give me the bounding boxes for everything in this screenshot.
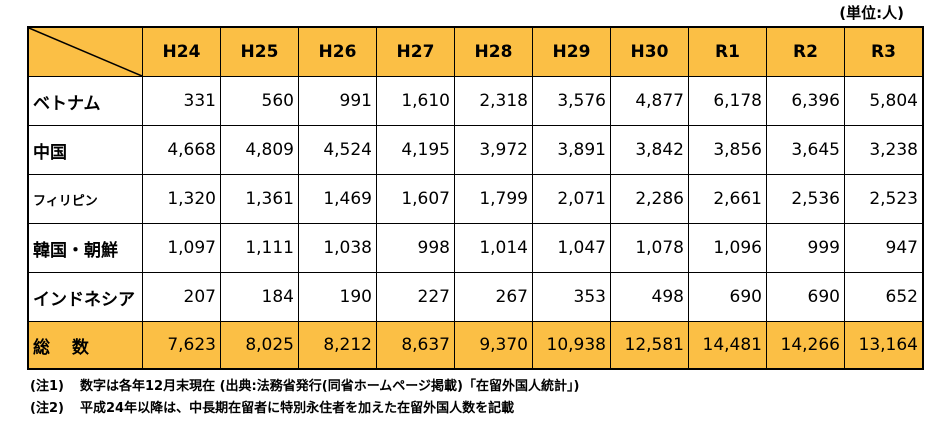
table-cell: 1,111 <box>220 223 299 273</box>
table-cell: 1,799 <box>454 174 533 224</box>
table-cell: 6,396 <box>766 76 845 126</box>
table-cell: 690 <box>766 272 845 322</box>
year-header: R1 <box>688 26 767 77</box>
table-cell: 2,071 <box>532 174 611 224</box>
total-cell: 8,025 <box>220 321 299 370</box>
table-cell: 4,195 <box>376 125 455 175</box>
table-row: 韓国・朝鮮 1,097 1,111 1,038 998 1,014 1,047 … <box>27 223 924 273</box>
table-cell: 3,842 <box>610 125 689 175</box>
table-row: インドネシア 207 184 190 227 267 353 498 690 6… <box>27 272 924 322</box>
foreign-residents-table: H24 H25 H26 H27 H28 H29 H30 R1 R2 R3 ベトナ… <box>27 26 924 370</box>
table-cell: 1,047 <box>532 223 611 273</box>
header-row: H24 H25 H26 H27 H28 H29 H30 R1 R2 R3 <box>27 26 924 77</box>
year-header: H29 <box>532 26 611 77</box>
year-header: H28 <box>454 26 533 77</box>
total-row: 総 数 7,623 8,025 8,212 8,637 9,370 10,938… <box>27 321 924 370</box>
year-header: H30 <box>610 26 689 77</box>
footnote: (注2) 平成24年以降は、中長期在留者に特別永住者を加えた在留外国人数を記載 <box>30 398 579 420</box>
table-cell: 947 <box>844 223 924 273</box>
total-cell: 10,938 <box>532 321 611 370</box>
table-cell: 3,576 <box>532 76 611 126</box>
unit-label: (単位:人) <box>839 4 904 22</box>
total-cell: 7,623 <box>142 321 221 370</box>
total-label: 総 数 <box>27 321 143 370</box>
table-cell: 560 <box>220 76 299 126</box>
table-cell: 999 <box>766 223 845 273</box>
table-cell: 991 <box>298 76 377 126</box>
table-cell: 1,469 <box>298 174 377 224</box>
table-cell: 267 <box>454 272 533 322</box>
table-cell: 6,178 <box>688 76 767 126</box>
footnotes: (注1) 数字は各年12月末現在 (出典:法務省発行(同省ホームページ掲載)「在… <box>30 376 579 420</box>
total-cell: 14,266 <box>766 321 845 370</box>
row-label: ベトナム <box>27 76 143 126</box>
year-header: R2 <box>766 26 845 77</box>
table-cell: 1,610 <box>376 76 455 126</box>
table-cell: 1,607 <box>376 174 455 224</box>
table-cell: 1,078 <box>610 223 689 273</box>
footnote: (注1) 数字は各年12月末現在 (出典:法務省発行(同省ホームページ掲載)「在… <box>30 376 579 398</box>
total-cell: 8,637 <box>376 321 455 370</box>
table-cell: 184 <box>220 272 299 322</box>
table-cell: 1,014 <box>454 223 533 273</box>
table-cell: 4,668 <box>142 125 221 175</box>
table-cell: 2,286 <box>610 174 689 224</box>
table-cell: 1,361 <box>220 174 299 224</box>
table-cell: 3,238 <box>844 125 924 175</box>
table-cell: 1,038 <box>298 223 377 273</box>
year-header: H27 <box>376 26 455 77</box>
year-header: R3 <box>844 26 924 77</box>
footnote-text: 数字は各年12月末現在 (出典:法務省発行(同省ホームページ掲載)「在留外国人統… <box>80 379 580 394</box>
table-cell: 4,524 <box>298 125 377 175</box>
diagonal-line <box>29 28 142 76</box>
total-cell: 14,481 <box>688 321 767 370</box>
table-row: 中国 4,668 4,809 4,524 4,195 3,972 3,891 3… <box>27 125 924 175</box>
table-cell: 5,804 <box>844 76 924 126</box>
row-label: 中国 <box>27 125 143 175</box>
footnote-tag: (注2) <box>30 401 64 416</box>
table-cell: 3,856 <box>688 125 767 175</box>
table-cell: 3,891 <box>532 125 611 175</box>
year-header: H24 <box>142 26 221 77</box>
table-cell: 652 <box>844 272 924 322</box>
footnote-text: 平成24年以降は、中長期在留者に特別永住者を加えた在留外国人数を記載 <box>80 401 515 416</box>
table-row: ベトナム 331 560 991 1,610 2,318 3,576 4,877… <box>27 76 924 126</box>
table-cell: 331 <box>142 76 221 126</box>
footnote-tag: (注1) <box>30 379 64 394</box>
table-cell: 1,097 <box>142 223 221 273</box>
table-cell: 1,320 <box>142 174 221 224</box>
table-cell: 227 <box>376 272 455 322</box>
row-label: 韓国・朝鮮 <box>27 223 143 273</box>
table-cell: 1,096 <box>688 223 767 273</box>
total-cell: 12,581 <box>610 321 689 370</box>
table-cell: 4,809 <box>220 125 299 175</box>
year-header: H26 <box>298 26 377 77</box>
row-label: フィリピン <box>27 174 143 224</box>
table-cell: 207 <box>142 272 221 322</box>
table-cell: 3,972 <box>454 125 533 175</box>
table-cell: 2,661 <box>688 174 767 224</box>
table-cell: 2,318 <box>454 76 533 126</box>
table-row: フィリピン 1,320 1,361 1,469 1,607 1,799 2,07… <box>27 174 924 224</box>
table-cell: 3,645 <box>766 125 845 175</box>
total-cell: 8,212 <box>298 321 377 370</box>
table-cell: 190 <box>298 272 377 322</box>
table-cell: 690 <box>688 272 767 322</box>
total-cell: 13,164 <box>844 321 924 370</box>
table-cell: 4,877 <box>610 76 689 126</box>
table-cell: 2,523 <box>844 174 924 224</box>
table-cell: 2,536 <box>766 174 845 224</box>
row-label: インドネシア <box>27 272 143 322</box>
table-cell: 998 <box>376 223 455 273</box>
year-header: H25 <box>220 26 299 77</box>
total-cell: 9,370 <box>454 321 533 370</box>
table-cell: 353 <box>532 272 611 322</box>
corner-cell <box>27 26 143 77</box>
table-cell: 498 <box>610 272 689 322</box>
